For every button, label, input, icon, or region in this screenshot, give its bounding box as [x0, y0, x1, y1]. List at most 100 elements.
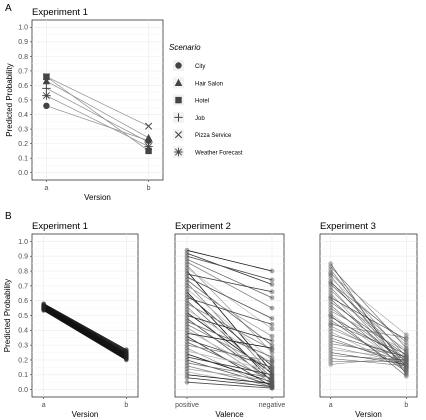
point	[403, 354, 409, 360]
marker-triangle	[144, 133, 153, 142]
y-tick-label: 0.5	[18, 313, 28, 320]
observation-line	[43, 310, 127, 361]
point	[403, 359, 409, 364]
point	[403, 339, 409, 345]
observation-line	[186, 261, 273, 309]
y-tick-label: 0.5	[18, 97, 28, 104]
y-tick-label: 0.9	[18, 254, 28, 261]
marker-asterisk	[144, 142, 153, 151]
point	[403, 370, 409, 376]
observation-line	[186, 321, 273, 358]
x-tick-label: b	[147, 185, 151, 192]
point	[403, 347, 409, 352]
observation-line	[186, 335, 273, 387]
observation-line	[186, 252, 273, 285]
observation-line	[330, 346, 407, 364]
observation-line	[330, 328, 407, 361]
point	[328, 313, 334, 318]
panel-title: Experiment 1	[32, 7, 88, 18]
point	[269, 326, 275, 332]
point	[403, 366, 409, 372]
observation-line	[330, 301, 407, 356]
x-axis-label: Version	[355, 410, 382, 419]
legend-label: Job	[195, 116, 205, 122]
observation-line	[43, 308, 127, 359]
point	[328, 287, 334, 293]
y-tick-label: 0.0	[18, 387, 28, 394]
chart-panel-B1: 0.0 0.1 0.2 0.3 0.4 0.5 0.6 0.7 0.8 0.9 1.0 a b Exper…	[3, 221, 139, 419]
point	[269, 289, 275, 295]
y-tick-label: 0.7	[18, 68, 28, 75]
point	[328, 305, 334, 311]
point	[328, 261, 334, 267]
observation-line	[186, 267, 273, 330]
observation-line	[186, 255, 273, 281]
observation-line	[330, 355, 407, 361]
observation-line	[330, 295, 407, 350]
observation-line	[186, 353, 273, 383]
observation-line	[43, 303, 127, 352]
y-tick-label: 0.8	[18, 54, 28, 61]
legend-item: Hotel	[173, 94, 209, 106]
x-tick-label: a	[42, 402, 46, 409]
point	[403, 360, 409, 366]
series-line-pizza-service	[46, 76, 149, 127]
observation-line	[186, 288, 273, 361]
point	[403, 363, 409, 369]
point	[403, 362, 409, 367]
y-tick-label: 0.2	[18, 357, 28, 364]
marker-triangle	[174, 78, 183, 86]
point	[403, 364, 409, 370]
point	[328, 335, 334, 341]
observation-line	[330, 322, 407, 355]
point	[328, 280, 334, 286]
point	[328, 329, 334, 335]
point	[328, 353, 334, 358]
observation-line	[330, 349, 407, 359]
observation-line	[43, 307, 127, 357]
marker-circle	[175, 62, 182, 69]
point	[403, 356, 409, 361]
observation-line	[330, 356, 407, 365]
point	[403, 363, 409, 369]
point	[328, 338, 334, 344]
observation-line	[186, 303, 273, 350]
point	[403, 357, 409, 363]
chart-panel-B2: positive negative Experiment 2 Valence	[174, 221, 285, 419]
observation-line	[330, 290, 407, 361]
point	[269, 305, 275, 311]
point	[328, 344, 334, 350]
observation-line	[186, 359, 273, 386]
legend-label: City	[195, 64, 205, 70]
panel-title: Experiment 1	[32, 221, 88, 232]
legend-label: Hair Salon	[195, 81, 223, 87]
observation-line	[330, 275, 407, 372]
observation-line	[330, 278, 407, 346]
observation-line	[43, 309, 127, 360]
y-tick-label: 0.9	[18, 39, 28, 46]
point	[328, 362, 334, 367]
legend-item: Pizza Service	[173, 129, 232, 141]
observation-line	[330, 307, 407, 362]
observation-line	[186, 318, 273, 382]
observation-line	[330, 273, 407, 335]
point	[269, 268, 275, 274]
observation-line	[186, 324, 273, 370]
point	[328, 299, 334, 305]
point	[328, 321, 334, 327]
point	[403, 359, 409, 364]
marker-x	[42, 73, 50, 81]
point	[403, 367, 409, 373]
observation-line	[186, 312, 273, 374]
legend-item: City	[173, 60, 205, 71]
legend-title: Scenario	[169, 43, 201, 52]
observation-line	[186, 377, 273, 388]
point	[269, 345, 275, 351]
observation-line	[330, 358, 407, 367]
point	[269, 321, 275, 327]
marker-square	[175, 96, 182, 104]
point	[184, 379, 190, 385]
observation-line	[330, 282, 407, 343]
point	[403, 354, 409, 360]
